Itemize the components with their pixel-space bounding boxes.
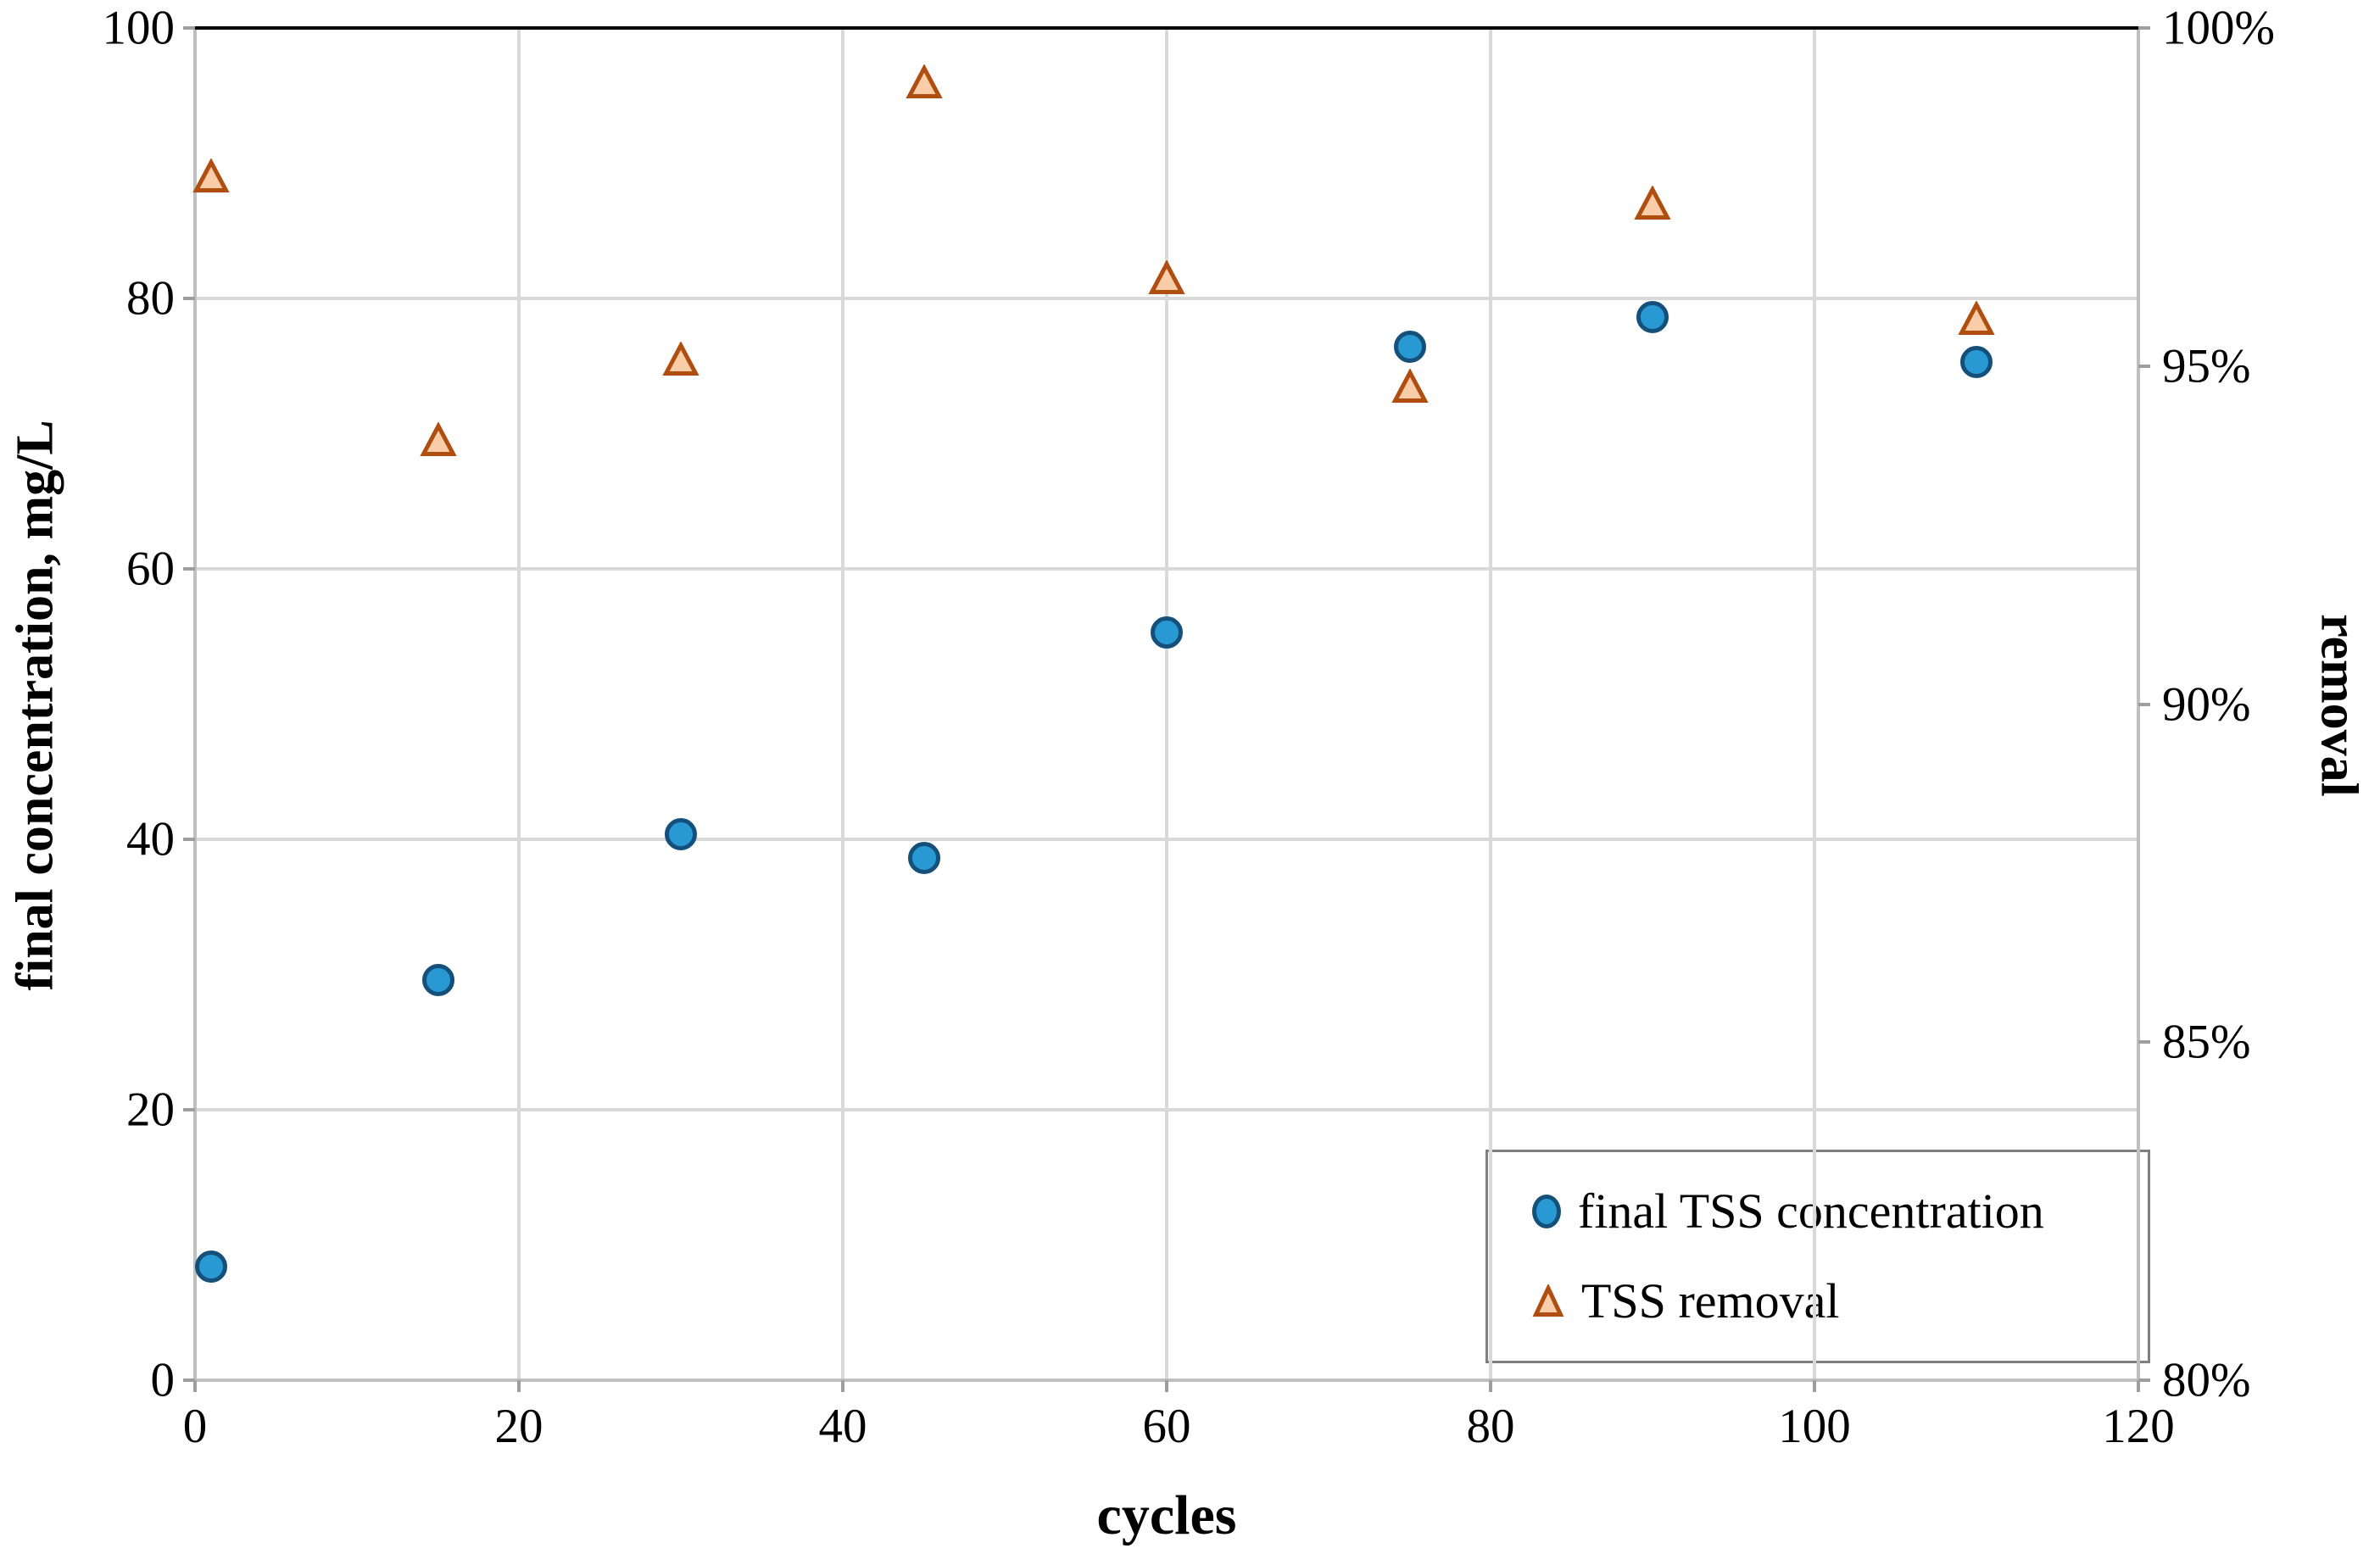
y-axis-left <box>193 28 197 1380</box>
v-gridline <box>1813 28 1816 1380</box>
axis-tick <box>1813 1380 1816 1392</box>
left-tick-label: 40 <box>126 812 175 866</box>
axis-tick <box>2138 1040 2150 1044</box>
left-tick-label: 80 <box>126 271 175 326</box>
v-gridline <box>1165 28 1168 1380</box>
right-tick-label: 90% <box>2162 677 2251 731</box>
v-gridline <box>841 28 844 1380</box>
axis-tick <box>2138 1379 2150 1382</box>
y-axis-title-left: final concentration, mg/L <box>6 420 64 991</box>
axis-tick <box>2138 364 2150 368</box>
plot-top-border <box>195 26 2138 30</box>
y-axis-right <box>2137 28 2140 1392</box>
legend-item-tss-removal: TSS removal <box>1532 1277 2148 1326</box>
axis-tick <box>183 1108 195 1111</box>
x-axis-title: cycles <box>1096 1484 1237 1546</box>
axis-tick <box>183 26 195 30</box>
axis-tick <box>183 297 195 300</box>
h-gridline <box>195 838 2138 841</box>
left-tick-label: 20 <box>126 1083 175 1137</box>
axis-tick <box>183 838 195 841</box>
right-tick-label: 85% <box>2162 1015 2251 1069</box>
triangle-marker-icon <box>1532 1283 1564 1318</box>
data-point-tss-removal <box>1148 259 1185 296</box>
x-tick-label: 60 <box>1142 1400 1191 1453</box>
data-point-tss-removal <box>662 340 700 377</box>
data-point-final-tss <box>195 1250 228 1284</box>
x-tick-label: 100 <box>1778 1400 1851 1453</box>
legend-label: TSS removal <box>1581 1273 1840 1328</box>
x-tick-label: 40 <box>818 1400 867 1453</box>
left-tick-label: 60 <box>126 542 175 596</box>
h-gridline <box>195 1108 2138 1111</box>
axis-tick <box>2138 702 2150 706</box>
data-point-tss-removal <box>192 158 230 194</box>
data-point-tss-removal <box>1391 367 1429 404</box>
legend: final TSS concentration TSS removal <box>1485 1150 2150 1363</box>
data-point-tss-removal <box>905 63 943 100</box>
data-point-tss-removal <box>419 421 457 458</box>
data-point-final-tss <box>1151 615 1183 649</box>
x-tick-label: 80 <box>1466 1400 1515 1453</box>
data-point-final-tss <box>665 817 697 850</box>
x-tick-label: 0 <box>182 1400 208 1453</box>
legend-item-final-tss-concentration: final TSS concentration <box>1532 1187 2148 1236</box>
v-gridline <box>1489 28 1492 1380</box>
data-point-final-tss <box>907 842 940 875</box>
axis-tick <box>193 1380 197 1392</box>
data-point-final-tss <box>1393 331 1426 364</box>
right-tick-label: 80% <box>2162 1353 2251 1407</box>
axis-tick <box>1165 1380 1168 1392</box>
axis-tick <box>183 1379 195 1382</box>
data-point-final-tss <box>1636 301 1669 334</box>
circle-marker-icon <box>1532 1195 1561 1228</box>
x-tick-label: 120 <box>2102 1400 2175 1453</box>
data-point-tss-removal <box>1634 185 1671 221</box>
axis-tick <box>2138 26 2150 30</box>
data-point-tss-removal <box>1958 300 1995 337</box>
data-point-final-tss <box>1960 345 1993 378</box>
right-tick-label: 95% <box>2162 339 2251 393</box>
v-gridline <box>517 28 521 1380</box>
data-point-final-tss <box>421 963 454 996</box>
left-tick-label: 0 <box>150 1353 176 1407</box>
h-gridline <box>195 297 2138 300</box>
axis-tick <box>183 567 195 571</box>
legend-label: final TSS concentration <box>1578 1184 2044 1239</box>
right-tick-label: 100% <box>2162 1 2275 55</box>
x-tick-label: 20 <box>494 1400 543 1453</box>
y-axis-title-right: removal <box>2310 614 2368 797</box>
h-gridline <box>195 567 2138 571</box>
axis-tick <box>2137 1380 2140 1392</box>
axis-tick <box>517 1380 521 1392</box>
axis-tick <box>841 1380 844 1392</box>
left-tick-label: 100 <box>102 1 176 55</box>
axis-tick <box>1489 1380 1492 1392</box>
